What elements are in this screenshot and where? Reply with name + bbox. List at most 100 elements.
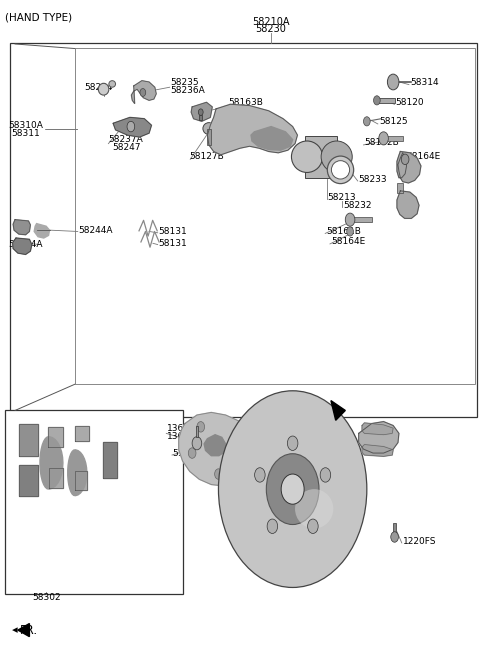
Text: 1360JD: 1360JD [167,432,199,441]
Polygon shape [75,472,87,489]
Ellipse shape [331,161,349,179]
Text: (HAND TYPE): (HAND TYPE) [5,12,72,22]
Bar [377,99,395,103]
Ellipse shape [327,156,354,183]
Text: 58254: 58254 [84,83,113,92]
Polygon shape [132,81,156,104]
Polygon shape [40,437,63,489]
Bar [196,426,198,437]
Text: 58236A: 58236A [170,86,205,95]
Polygon shape [251,127,293,150]
Polygon shape [18,623,29,637]
Text: 58235: 58235 [170,78,199,87]
Text: 58210A: 58210A [252,16,290,27]
Ellipse shape [266,454,319,524]
Circle shape [347,227,353,236]
Text: 58233: 58233 [359,175,387,183]
Polygon shape [75,426,89,441]
Text: 58390B: 58390B [215,426,250,435]
Polygon shape [204,435,226,456]
Ellipse shape [203,123,215,135]
Text: 58162B: 58162B [364,139,399,147]
Polygon shape [68,450,87,495]
Polygon shape [48,427,63,447]
Circle shape [241,461,249,472]
Polygon shape [191,102,212,122]
Circle shape [252,443,259,453]
Circle shape [345,213,355,226]
Text: 58120: 58120 [396,98,424,107]
Bar [350,217,372,222]
Text: 58311: 58311 [11,129,40,137]
Bar [5,411,182,594]
Circle shape [379,132,388,145]
Ellipse shape [98,83,109,95]
Circle shape [197,422,204,432]
Text: 58302: 58302 [32,593,60,602]
Circle shape [320,468,331,482]
Polygon shape [207,104,298,155]
Text: 58310A: 58310A [8,121,43,130]
Circle shape [267,519,277,533]
Polygon shape [179,413,262,486]
Circle shape [140,89,146,97]
Bar [384,136,403,141]
Text: 58164E: 58164E [331,237,365,246]
Bar [199,115,202,120]
Bar [397,183,403,193]
Polygon shape [362,445,393,457]
Circle shape [288,436,298,451]
Text: 58125: 58125 [379,118,408,127]
Polygon shape [48,468,63,487]
Bar [207,129,211,145]
Text: 58390C: 58390C [215,434,250,442]
Polygon shape [359,422,399,453]
Polygon shape [362,423,393,435]
Text: 51711: 51711 [172,449,201,457]
Ellipse shape [109,81,116,87]
Text: 58163B: 58163B [228,98,263,107]
Circle shape [363,117,370,126]
Text: 58314: 58314 [410,78,439,87]
Polygon shape [397,191,419,218]
Text: 58244A: 58244A [8,240,42,249]
Polygon shape [19,465,37,496]
Text: 58164E: 58164E [407,152,441,161]
Ellipse shape [281,474,304,504]
Polygon shape [19,424,38,457]
Bar [305,136,337,177]
Ellipse shape [295,489,333,528]
Text: 58127B: 58127B [190,152,225,161]
Polygon shape [13,219,30,235]
Text: FR.: FR. [20,623,38,637]
Circle shape [401,154,409,165]
Bar [10,43,477,417]
Text: 58131: 58131 [158,227,187,236]
Text: 58232: 58232 [343,201,372,210]
Circle shape [192,437,202,450]
Polygon shape [331,401,345,420]
Text: 58247: 58247 [112,143,141,152]
Circle shape [373,96,380,105]
Bar [393,522,396,537]
Polygon shape [397,152,421,183]
Text: 58213: 58213 [327,193,356,202]
Text: 58237A: 58237A [108,135,143,144]
Circle shape [254,468,265,482]
Polygon shape [103,442,117,478]
Text: 1360CF: 1360CF [167,424,201,433]
Text: 58230: 58230 [256,24,287,34]
Polygon shape [12,238,32,254]
Ellipse shape [291,141,323,173]
Circle shape [198,109,203,116]
Circle shape [188,448,196,459]
Polygon shape [34,223,49,238]
Text: 58244A: 58244A [79,225,113,235]
Text: 58411D: 58411D [259,478,295,487]
Circle shape [308,519,318,533]
Circle shape [387,74,399,90]
Bar [75,48,475,384]
Polygon shape [113,118,152,137]
Text: 58161B: 58161B [326,227,361,236]
Ellipse shape [321,141,352,173]
